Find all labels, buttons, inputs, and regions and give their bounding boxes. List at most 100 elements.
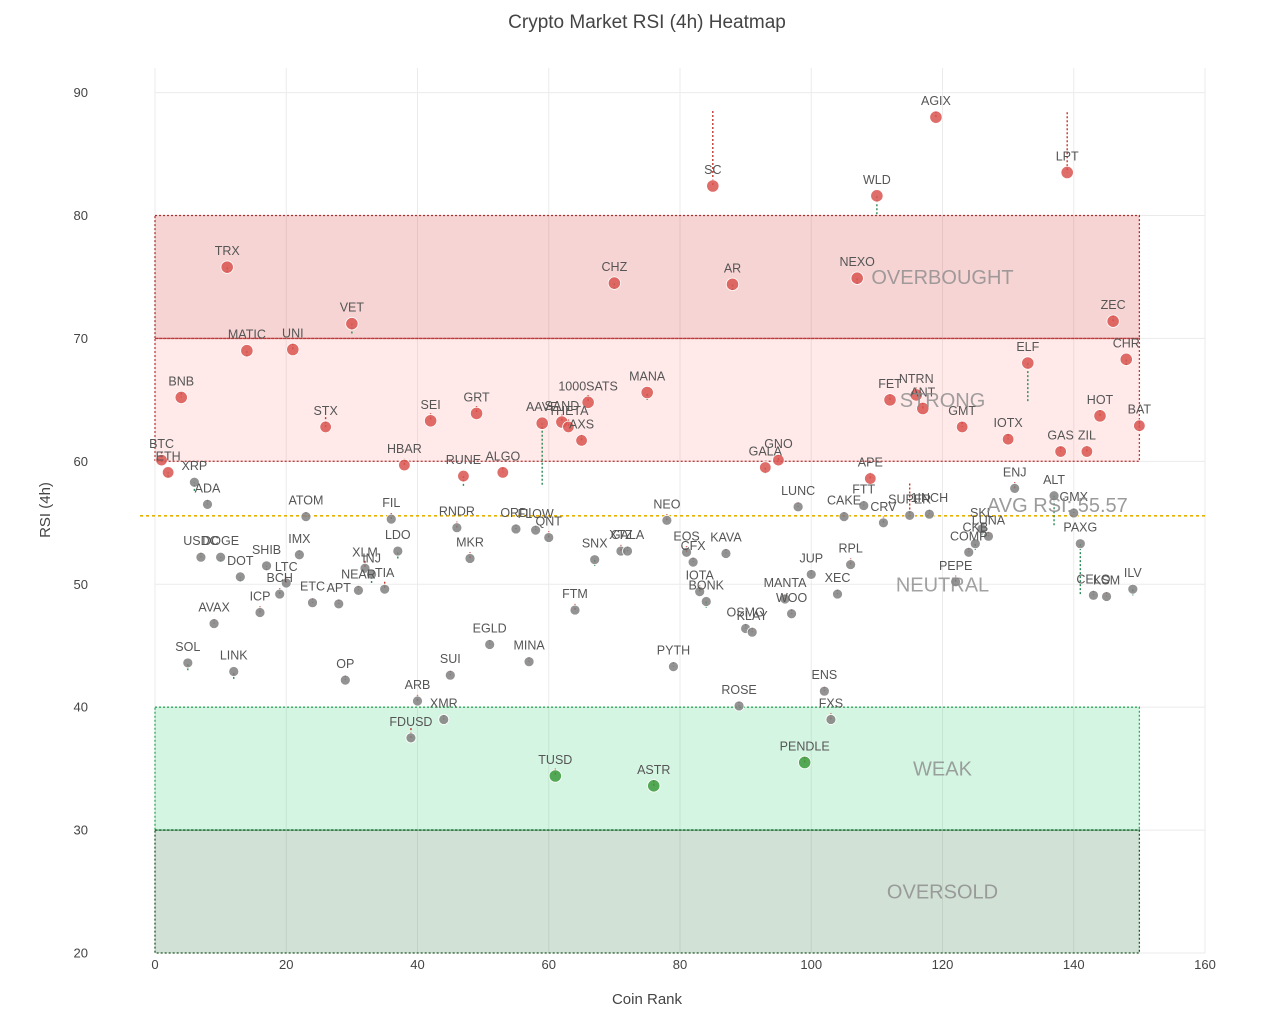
data-point <box>1048 490 1060 502</box>
data-point <box>254 607 266 618</box>
data-point <box>1080 445 1094 458</box>
data-point <box>746 626 758 638</box>
point-label: ATOM <box>288 494 323 508</box>
y-tick-label: 80 <box>74 208 88 223</box>
data-point <box>182 657 194 669</box>
point-label: ASTR <box>637 763 670 777</box>
data-point <box>215 551 227 563</box>
point-label: ELF <box>1016 340 1039 354</box>
point-label: ETC <box>300 580 325 594</box>
y-tick-label: 50 <box>74 577 88 592</box>
zone-label: OVERSOLD <box>887 882 998 904</box>
point-label: CAKE <box>827 494 861 508</box>
data-point <box>319 420 332 434</box>
point-label: MINA <box>513 639 545 653</box>
point-label: RUNE <box>446 453 481 467</box>
point-label: 1000SATS <box>558 379 618 393</box>
point-label: ALT <box>1043 473 1065 487</box>
chart-title: Crypto Market RSI (4h) Heatmap <box>508 12 786 33</box>
data-point <box>792 501 804 513</box>
data-point <box>366 569 377 580</box>
point-label: QNT <box>536 515 563 529</box>
point-label: GALA <box>749 444 783 458</box>
point-label: LPT <box>1056 149 1079 163</box>
data-point <box>1119 352 1133 366</box>
y-tick-label: 40 <box>74 700 88 715</box>
point-label: JUP <box>799 551 823 565</box>
data-point <box>339 674 351 686</box>
data-point <box>1001 433 1015 446</box>
point-label: ENJ <box>1003 465 1027 479</box>
point-label: CHZ <box>602 260 628 274</box>
point-label: DOT <box>227 554 254 568</box>
zone-label: NEUTRAL <box>896 574 989 596</box>
point-label: LDO <box>385 528 411 542</box>
data-point <box>300 511 312 523</box>
point-label: CRV <box>870 500 897 514</box>
data-point <box>589 554 601 566</box>
point-label: PEPE <box>939 559 972 573</box>
data-point <box>904 510 916 521</box>
data-point <box>562 420 575 434</box>
point-label: STX <box>313 404 338 418</box>
point-label: HOT <box>1087 393 1114 407</box>
point-label: GMX <box>1060 490 1089 504</box>
tick-layer: 0 20 40 60 80 100 120 140 160 20 30 40 50 60 70 80 90 <box>74 85 1216 972</box>
point-label: EOS <box>673 529 699 543</box>
x-tick-label: 20 <box>279 957 293 972</box>
x-tick-label: 120 <box>932 957 954 972</box>
x-axis-title: Coin Rank <box>612 991 683 1008</box>
point-label: NEXO <box>839 255 875 269</box>
point-label: FXS <box>819 696 843 710</box>
y-tick-label: 90 <box>74 85 88 100</box>
point-label: WLD <box>863 173 891 187</box>
data-point <box>464 553 476 564</box>
point-label: XEC <box>825 571 851 585</box>
data-point <box>622 545 633 557</box>
point-label: EGLD <box>473 621 507 635</box>
data-point <box>280 577 292 589</box>
point-label: MKR <box>456 535 484 549</box>
point-label: XRP <box>182 459 208 473</box>
data-point <box>496 466 510 479</box>
x-tick-label: 140 <box>1063 957 1085 972</box>
point-label: OP <box>336 657 354 671</box>
data-point <box>530 524 542 536</box>
data-point <box>1088 589 1099 601</box>
point-label: GAS <box>1047 429 1073 443</box>
data-point <box>668 661 679 673</box>
point-label: IOTA <box>686 569 715 583</box>
data-point <box>832 588 843 600</box>
data-point <box>976 523 988 535</box>
data-point <box>293 549 305 561</box>
point-label: MANTA <box>764 576 807 590</box>
point-label: XTZ <box>609 528 633 542</box>
point-label: SEI <box>421 398 441 412</box>
data-point <box>155 453 168 467</box>
data-point <box>405 732 417 744</box>
data-point <box>240 344 254 358</box>
data-point <box>661 514 673 526</box>
data-point <box>929 110 943 124</box>
data-point <box>1068 507 1080 519</box>
point-label: CELO <box>1076 572 1110 586</box>
data-point <box>916 401 930 416</box>
zone-label: WEAK <box>913 759 973 781</box>
avg-rsi-label: AVG RSI: 55.57 <box>987 495 1128 517</box>
point-label: XMR <box>430 696 458 710</box>
y-tick-label: 20 <box>74 946 88 961</box>
point-layer <box>155 110 1146 793</box>
data-point <box>398 458 411 472</box>
data-point <box>392 545 404 557</box>
data-point <box>647 779 661 793</box>
data-point <box>607 276 621 290</box>
y-tick-label: 60 <box>74 454 88 469</box>
zone-band <box>154 829 1141 954</box>
point-label: ENS <box>812 668 838 682</box>
point-label: SUPER <box>888 492 931 506</box>
data-point <box>444 669 456 681</box>
data-point <box>706 179 720 193</box>
point-label: BTC <box>149 437 174 451</box>
zone-label-layer: OVERBOUGHT STRONG NEUTRAL WEAK OVERSOLD AVG R… <box>871 267 1127 904</box>
